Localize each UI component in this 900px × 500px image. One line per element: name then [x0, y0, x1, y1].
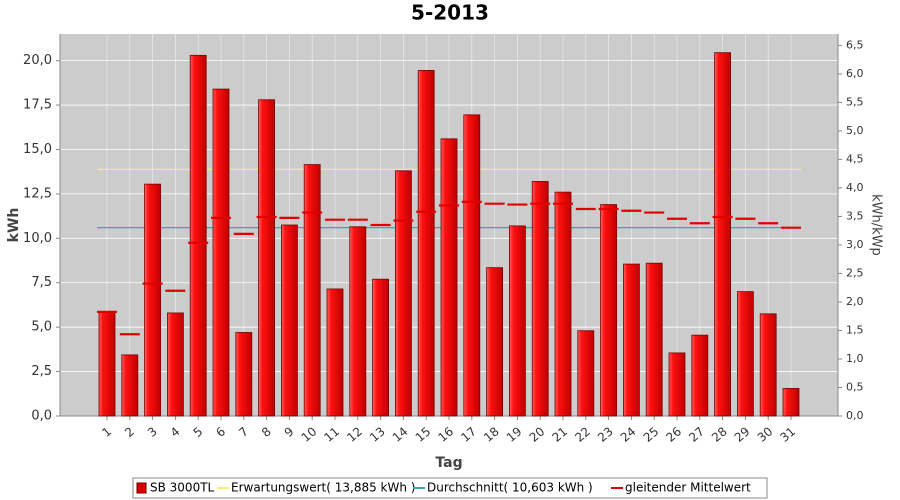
x-tick-label: 10: [299, 424, 320, 445]
legend-label: Erwartungswert( 13,885 kWh ): [231, 481, 415, 495]
bar: [235, 332, 253, 417]
bar: [280, 224, 298, 417]
bar: [326, 288, 344, 417]
bar: [508, 225, 526, 417]
y2-tick-label: 3,5: [846, 209, 864, 222]
y2-tick-label: 1,5: [846, 323, 864, 336]
y2-tick-label: 3,0: [846, 238, 864, 251]
bar: [623, 263, 640, 417]
x-tick-label: 2: [122, 424, 137, 440]
x-tick-label: 12: [344, 424, 365, 445]
x-tick-label: 27: [686, 424, 707, 445]
y2-tick-label: 5,5: [846, 95, 864, 108]
x-tick-label: 21: [549, 424, 570, 445]
x-tick-label: 24: [618, 424, 639, 445]
bar: [121, 354, 139, 417]
legend: [132, 477, 768, 499]
y-tick-label: 12,5: [23, 186, 52, 201]
x-tick-label: 11: [321, 424, 342, 445]
bar: [737, 291, 754, 417]
bar: [144, 183, 162, 417]
bar: [645, 262, 663, 417]
x-tick-label: 16: [435, 424, 456, 445]
y-tick-label: 17,5: [23, 98, 52, 113]
bar: [486, 267, 504, 417]
x-tick-label: 30: [755, 424, 776, 445]
y2-tick-label: 4,5: [846, 152, 864, 165]
x-tick-label: 9: [282, 424, 297, 440]
chart-title: 5-2013: [411, 1, 489, 25]
x-tick-label: 1: [99, 424, 114, 440]
legend-label: SB 3000TL: [150, 481, 215, 495]
x-tick-label: 4: [168, 424, 183, 440]
bar: [691, 334, 709, 417]
bar: [440, 138, 458, 417]
y2-tick-label: 6,5: [846, 38, 864, 51]
legend-label: Durchschnitt( 10,603 kWh ): [427, 481, 593, 495]
y-tick-label: 0,0: [31, 409, 52, 424]
legend-swatch: [136, 482, 147, 494]
bar: [303, 164, 321, 417]
y2-tick-label: 4,0: [846, 181, 864, 194]
x-tick-label: 29: [732, 424, 753, 445]
x-tick-label: 5: [191, 424, 206, 440]
bar: [463, 114, 481, 417]
x-tick-label: 25: [641, 424, 662, 445]
y-tick-label: 7,5: [31, 275, 52, 290]
bar: [600, 204, 617, 417]
x-tick-label: 22: [572, 424, 593, 445]
legend-label: gleitender Mittelwert: [625, 481, 751, 495]
bar: [349, 226, 367, 417]
x-tick-label: 15: [413, 424, 434, 445]
bar: [531, 181, 549, 417]
x-tick-label: 20: [527, 424, 548, 445]
y2-tick-label: 2,5: [846, 266, 864, 279]
y-tick-label: 2,5: [31, 364, 52, 379]
x-tick-label: 19: [504, 424, 525, 445]
bar: [759, 313, 777, 417]
bar: [554, 191, 572, 417]
y-tick-label: 5,0: [31, 320, 52, 335]
x-tick-label: 14: [390, 424, 411, 445]
x-tick-label: 23: [595, 424, 616, 445]
x-tick-label: 28: [709, 424, 730, 445]
bar: [166, 312, 184, 417]
y-axis-title: kWh: [6, 208, 22, 243]
y-tick-label: 10,0: [23, 231, 52, 246]
y2-tick-label: 0,0: [846, 409, 864, 422]
y2-tick-label: 2,0: [846, 295, 864, 308]
y2-tick-label: 6,0: [846, 67, 864, 80]
bar: [714, 52, 731, 417]
y-tick-label: 15,0: [23, 142, 52, 157]
bar: [668, 352, 686, 417]
x-tick-label: 7: [236, 424, 251, 440]
x-tick-label: 18: [481, 424, 502, 445]
bar: [98, 311, 116, 417]
bar: [372, 278, 390, 417]
y2-tick-label: 1,0: [846, 352, 864, 365]
x-tick-label: 8: [259, 424, 274, 440]
x-tick-label: 31: [777, 424, 798, 445]
x-tick-label: 26: [663, 424, 684, 445]
y-tick-label: 20,0: [23, 53, 52, 68]
bar: [417, 70, 435, 417]
x-tick-label: 17: [458, 424, 479, 445]
bar: [394, 170, 412, 417]
bar: [258, 99, 276, 417]
bar: [212, 88, 230, 417]
x-tick-label: 6: [213, 424, 228, 440]
y2-tick-label: 0,5: [846, 380, 864, 393]
y2-axis-title: kWh/kWp: [869, 194, 884, 256]
x-tick-label: 3: [145, 424, 160, 440]
bar: [782, 388, 800, 417]
bar: [577, 330, 595, 417]
x-axis-title: Tag: [435, 455, 462, 471]
x-tick-label: 13: [367, 424, 388, 445]
y2-tick-label: 5,0: [846, 124, 864, 137]
bar: [189, 54, 207, 417]
